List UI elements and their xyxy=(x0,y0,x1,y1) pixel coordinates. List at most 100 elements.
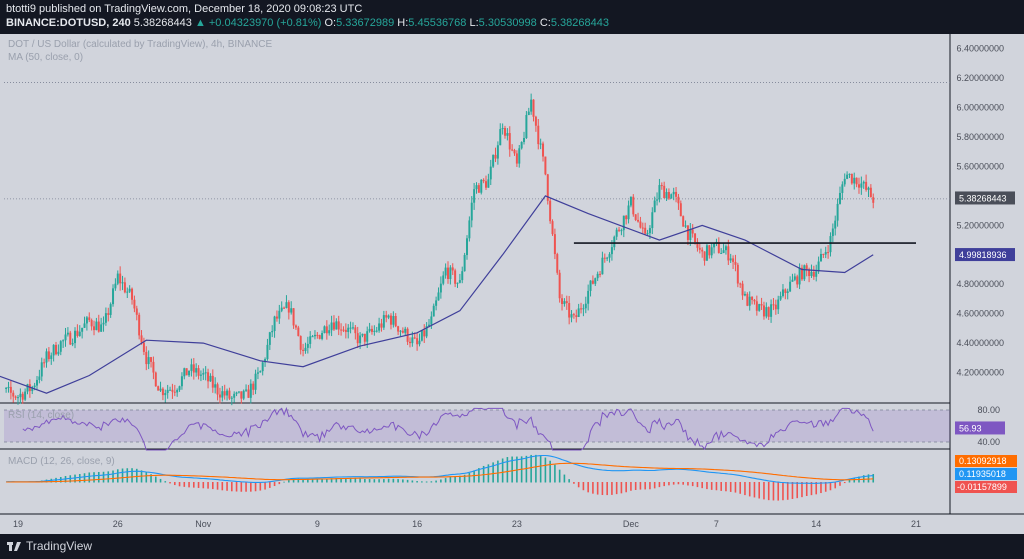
macd-histogram-bar xyxy=(121,468,124,483)
candle xyxy=(199,374,202,376)
candle xyxy=(530,99,533,112)
candle xyxy=(299,336,302,350)
macd-histogram-bar xyxy=(767,482,770,501)
candle xyxy=(157,386,160,391)
candle xyxy=(107,313,110,315)
candle xyxy=(74,330,77,344)
candle xyxy=(694,233,697,242)
macd-histogram-bar xyxy=(97,471,100,483)
macd-histogram-bar xyxy=(473,470,475,483)
candle xyxy=(499,129,502,146)
candle xyxy=(506,133,509,136)
candle xyxy=(751,296,754,300)
candle xyxy=(853,177,856,184)
macd-histogram-bar xyxy=(207,482,209,489)
candle xyxy=(100,324,103,332)
candle xyxy=(164,393,167,396)
candle xyxy=(252,383,255,390)
candle xyxy=(399,330,402,332)
candle xyxy=(523,138,526,143)
candle xyxy=(432,305,435,317)
candle xyxy=(646,233,649,235)
macd-histogram-bar xyxy=(506,457,509,483)
macd-histogram-bar xyxy=(606,482,608,496)
candle xyxy=(52,344,55,356)
candle xyxy=(397,326,400,332)
candle xyxy=(297,327,300,337)
macd-histogram-bar xyxy=(696,482,699,488)
candle xyxy=(90,320,93,327)
candle xyxy=(446,267,449,280)
candle xyxy=(202,373,205,375)
y-tick-label: 4.60000000 xyxy=(956,309,1004,319)
macd-histogram-bar xyxy=(625,482,627,493)
candle xyxy=(55,344,58,355)
candle xyxy=(648,228,651,234)
high-label: H: xyxy=(397,17,409,29)
macd-histogram-bar xyxy=(672,482,675,485)
candle xyxy=(114,283,117,289)
macd-histogram-bar xyxy=(620,482,623,494)
macd-histogram-bar xyxy=(411,480,414,483)
macd-histogram-bar xyxy=(93,472,95,483)
macd-histogram-bar xyxy=(335,478,338,483)
candle xyxy=(36,379,39,386)
candle xyxy=(487,179,490,188)
candle xyxy=(556,254,559,273)
candlestick-chart[interactable]: 4.20000000 4.40000000 4.60000000 4.80000000… xyxy=(0,34,1024,534)
macd-histogram-bar xyxy=(644,482,646,490)
candle xyxy=(862,181,865,184)
candle xyxy=(729,258,732,261)
symbol-ohlc-line: BINANCE:DOTUSD, 240 5.38268443 ▲ +0.0432… xyxy=(6,17,609,29)
macd-histogram-bar xyxy=(748,482,751,497)
candle xyxy=(211,375,214,388)
candle xyxy=(834,220,837,229)
candle xyxy=(591,280,594,284)
candle xyxy=(173,391,176,393)
candle xyxy=(610,247,613,255)
candle xyxy=(634,214,637,220)
macd-histogram-bar xyxy=(383,479,385,483)
candle xyxy=(183,368,186,377)
candle xyxy=(47,351,50,360)
low-label: L: xyxy=(469,17,479,29)
candle xyxy=(237,391,240,393)
candle xyxy=(872,197,875,203)
candle xyxy=(240,391,243,399)
candle xyxy=(5,387,8,389)
candle xyxy=(532,99,535,117)
macd-histogram-bar xyxy=(639,482,642,490)
macd-histogram-bar xyxy=(563,474,566,483)
candle xyxy=(408,341,411,344)
x-tick-label: 26 xyxy=(113,519,123,529)
candle xyxy=(779,295,782,300)
candle xyxy=(855,177,858,185)
candle xyxy=(587,290,590,304)
rsi-band xyxy=(4,410,950,442)
candle xyxy=(43,362,46,364)
candle xyxy=(846,174,849,179)
candle xyxy=(9,386,12,393)
candle xyxy=(154,372,157,387)
candle xyxy=(133,299,136,309)
candle xyxy=(382,315,385,328)
x-tick-label: 16 xyxy=(412,519,422,529)
rsi-line xyxy=(22,406,874,451)
candle xyxy=(470,202,473,221)
candle xyxy=(116,273,119,284)
candle xyxy=(109,304,112,315)
x-tick-label: Nov xyxy=(195,519,212,529)
candle xyxy=(653,200,656,213)
y-tick-label: 5.80000000 xyxy=(956,132,1004,142)
chart-panel[interactable]: 4.20000000 4.40000000 4.60000000 4.80000000… xyxy=(0,34,1024,534)
macd-histogram-bar xyxy=(853,478,856,483)
candle xyxy=(812,271,815,277)
candle xyxy=(836,203,839,221)
candle xyxy=(216,384,219,395)
candle xyxy=(59,341,62,352)
macd-histogram-bar xyxy=(212,482,214,490)
candle xyxy=(387,315,390,318)
candle xyxy=(691,229,694,234)
candle xyxy=(651,212,654,229)
candle xyxy=(632,196,635,215)
